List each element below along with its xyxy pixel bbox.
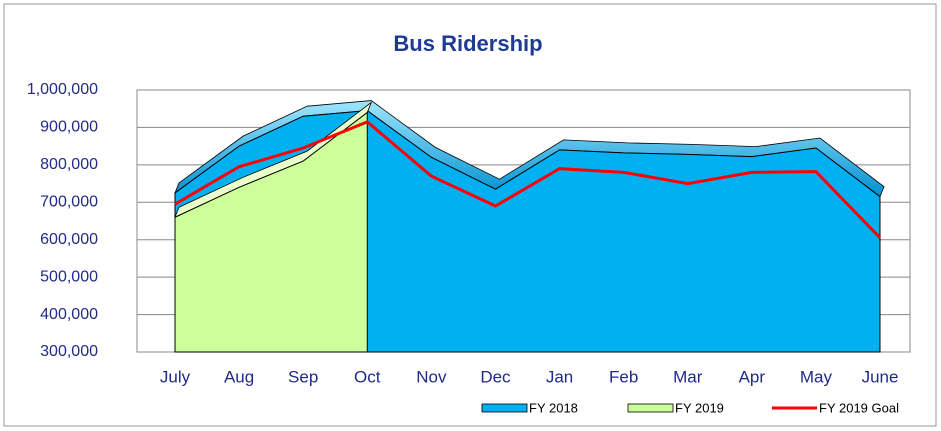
legend-swatch xyxy=(481,403,528,413)
y-tick-label: 600,000 xyxy=(40,231,98,248)
legend-label: FY 2018 xyxy=(529,400,578,415)
y-tick-label: 400,000 xyxy=(40,306,98,323)
y-tick-label: 500,000 xyxy=(40,268,98,285)
x-tick-label: Aug xyxy=(224,367,254,386)
x-tick-label: Nov xyxy=(416,367,447,386)
legend-swatch xyxy=(627,403,674,413)
y-tick-label: 1,000,000 xyxy=(27,81,98,98)
area xyxy=(174,111,368,353)
x-tick-label: July xyxy=(160,367,191,386)
y-tick-label: 300,000 xyxy=(40,343,98,360)
x-tick-label: Apr xyxy=(739,367,766,386)
x-tick-label: Feb xyxy=(609,367,638,386)
y-tick-label: 800,000 xyxy=(40,156,98,173)
x-tick-label: Oct xyxy=(354,367,381,386)
y-tick-label: 700,000 xyxy=(40,194,98,211)
x-tick-label: Dec xyxy=(480,367,511,386)
x-tick-label: June xyxy=(862,367,899,386)
x-tick-label: Mar xyxy=(673,367,703,386)
legend-label: FY 2019 Goal xyxy=(819,400,899,415)
x-tick-label: May xyxy=(800,367,833,386)
chart-title: Bus Ridership xyxy=(393,31,542,56)
x-tick-label: Jan xyxy=(546,367,573,386)
y-tick-label: 900,000 xyxy=(40,119,98,136)
x-tick-label: Sep xyxy=(288,367,318,386)
line xyxy=(174,120,882,239)
legend-label: FY 2019 xyxy=(675,400,724,415)
